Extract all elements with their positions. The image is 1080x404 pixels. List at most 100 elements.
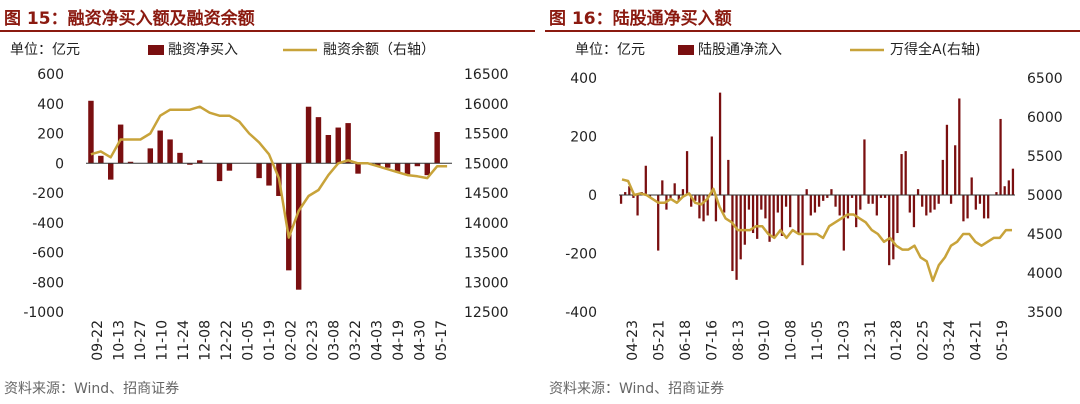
bar xyxy=(632,195,635,198)
x-tick-label: 11-05 xyxy=(810,320,826,361)
x-tick-label: 04-23 xyxy=(625,320,641,361)
x-tick-label: 11-24 xyxy=(176,320,192,361)
bar xyxy=(669,195,672,198)
bar xyxy=(404,163,411,176)
x-tick-label: 12-22 xyxy=(219,320,235,361)
y2-tick-label: 13000 xyxy=(464,275,509,291)
bar xyxy=(900,154,903,195)
bar xyxy=(879,195,883,198)
y-tick-label: -1000 xyxy=(23,305,64,321)
bar xyxy=(826,195,829,198)
northbound-flow-chart: 单位：亿元 陆股通净流入 万得全A(右轴) -400 -200 0 200 400 3500 40… xyxy=(565,41,1063,361)
bar xyxy=(1003,186,1006,195)
x-tick-label: 07-16 xyxy=(704,320,720,361)
bar xyxy=(896,195,899,234)
bar xyxy=(768,195,771,242)
x-tick-label: 02-02 xyxy=(284,320,300,361)
bar xyxy=(933,195,936,210)
bar xyxy=(838,195,841,216)
series-line xyxy=(621,178,1012,283)
bar xyxy=(702,195,705,222)
x-tick-label: 03-22 xyxy=(348,320,364,361)
bar xyxy=(855,195,858,228)
y-tick-label: 600 xyxy=(37,67,64,83)
bar xyxy=(325,134,332,164)
y2-tick-label: 6000 xyxy=(1027,110,1063,126)
legend-bar-swatch xyxy=(678,45,694,55)
bar xyxy=(995,192,998,195)
bar xyxy=(842,195,845,251)
bar xyxy=(916,189,920,195)
x-tick-label: 04-21 xyxy=(968,320,984,361)
bar xyxy=(739,195,742,260)
bar xyxy=(619,195,623,204)
bar xyxy=(850,195,854,198)
bar xyxy=(424,163,430,176)
bar xyxy=(747,195,751,210)
margin-financing-chart: 单位：亿元 融资净买入 融资余额（右轴） -1000 -800 -600 -400 -200 0… xyxy=(10,41,509,361)
bar xyxy=(226,163,233,171)
bar xyxy=(834,195,837,207)
bar xyxy=(636,195,639,216)
source-note: 资料来源：Wind、招商证券 xyxy=(549,381,725,397)
bar xyxy=(718,92,722,195)
bar xyxy=(624,192,627,195)
bar xyxy=(871,195,874,204)
bar xyxy=(962,195,965,222)
bar xyxy=(888,195,891,266)
bar xyxy=(925,195,928,216)
bar xyxy=(685,151,689,195)
bar xyxy=(817,195,821,207)
bar xyxy=(167,139,173,164)
x-tick-label: 09-22 xyxy=(90,320,106,361)
x-tick-label: 01-19 xyxy=(262,320,278,361)
bar xyxy=(710,136,713,195)
bar xyxy=(789,195,792,228)
x-tick-label: 05-21 xyxy=(652,320,668,361)
y-tick-label: 0 xyxy=(588,188,597,204)
y-tick-label: -400 xyxy=(565,305,597,321)
figure-title: 图 15：融资净买入额及融资余额 xyxy=(4,9,255,29)
bar xyxy=(731,195,734,272)
bar xyxy=(187,163,193,165)
y2-tick-label: 16500 xyxy=(464,67,509,83)
bar xyxy=(830,189,833,195)
title-divider xyxy=(545,30,1080,32)
bar xyxy=(883,195,887,198)
bar xyxy=(846,195,850,219)
figure-title: 图 16：陆股通净买入额 xyxy=(549,9,732,29)
y2-tick-label: 15500 xyxy=(464,127,509,143)
x-tick-label: 09-10 xyxy=(757,320,773,361)
y-tick-label: 400 xyxy=(37,97,64,113)
bar xyxy=(797,195,800,234)
bar xyxy=(784,195,788,207)
bar xyxy=(859,195,862,210)
bar xyxy=(805,189,808,195)
y2-tick-label: 12500 xyxy=(464,305,509,321)
bar xyxy=(127,161,134,164)
bar xyxy=(657,195,660,251)
bar xyxy=(644,165,647,195)
bar xyxy=(892,195,895,260)
bar xyxy=(954,145,957,195)
y-tick-label: -400 xyxy=(32,216,64,232)
bar xyxy=(949,195,953,204)
bar xyxy=(982,195,986,219)
x-tick-label: 02-25 xyxy=(916,320,932,361)
source-note: 资料来源：Wind、招商证券 xyxy=(4,381,180,397)
bar xyxy=(813,195,817,213)
bar xyxy=(690,195,693,207)
bar xyxy=(723,195,726,213)
bar xyxy=(727,159,730,195)
bar xyxy=(863,139,866,195)
y-tick-label: 0 xyxy=(55,156,64,172)
bar xyxy=(286,163,292,271)
bar xyxy=(706,195,709,216)
y2-tick-label: 6500 xyxy=(1027,71,1063,87)
bar xyxy=(945,124,949,195)
bar xyxy=(809,195,812,216)
legend-bar-label: 陆股通净流入 xyxy=(698,42,782,58)
x-tick-label: 04-30 xyxy=(413,320,429,361)
bar xyxy=(698,195,701,219)
bar xyxy=(743,195,746,245)
